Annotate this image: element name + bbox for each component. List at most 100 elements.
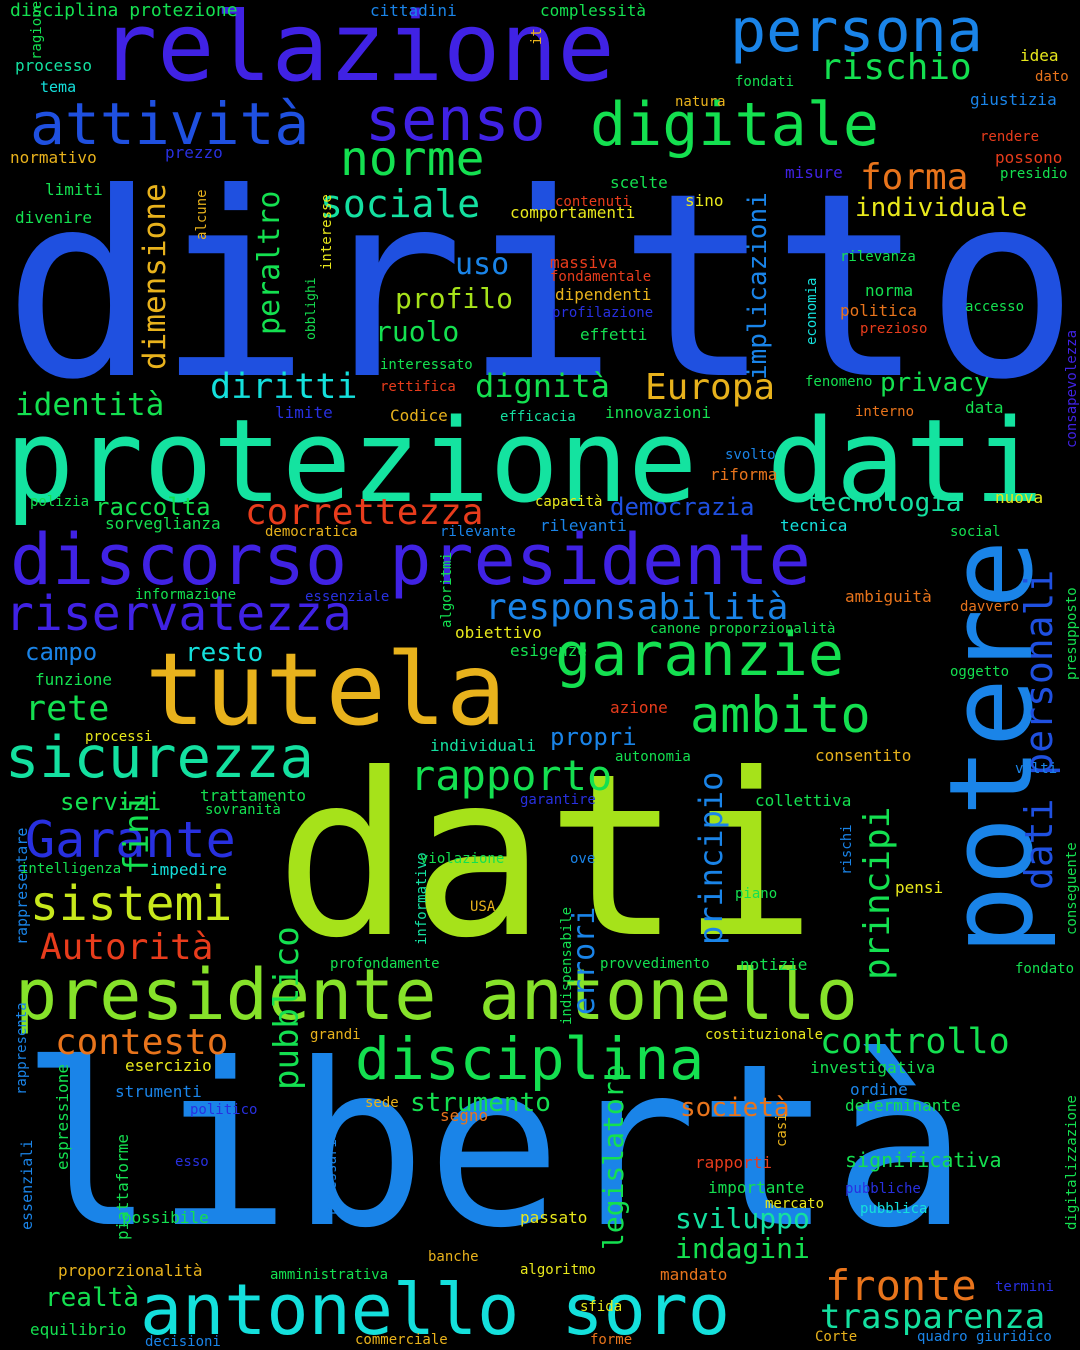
word: campo xyxy=(25,638,98,666)
word: dati xyxy=(275,726,817,988)
word: politica xyxy=(840,301,918,320)
word: costituzionale xyxy=(705,1027,824,1043)
word: individuali xyxy=(430,736,536,755)
word: alcune xyxy=(194,189,210,240)
word: essenziali xyxy=(18,1139,36,1230)
word: fondati xyxy=(735,74,795,90)
word: proporzionalità xyxy=(58,1261,203,1280)
word: Europa xyxy=(645,367,776,408)
word: sociale xyxy=(320,182,481,226)
word: oggetto xyxy=(950,664,1010,680)
word: ordine xyxy=(850,1080,908,1099)
word: privacy xyxy=(880,368,990,398)
word: disciplina xyxy=(355,1025,705,1093)
word: misure xyxy=(785,163,843,182)
word: sfida xyxy=(580,1299,623,1315)
word: esercizio xyxy=(125,1056,212,1075)
word: profilo xyxy=(395,282,514,315)
word: relazione xyxy=(100,0,615,103)
word: correttezza xyxy=(245,492,484,533)
word: attività xyxy=(30,90,310,158)
word: fronte xyxy=(825,1261,977,1310)
word: dimensione xyxy=(137,183,173,370)
word: democrazia xyxy=(610,493,755,521)
word: raccolta xyxy=(95,493,211,521)
word: Garante xyxy=(25,811,236,869)
word: responsabilità xyxy=(485,587,789,628)
word: conseguente xyxy=(1064,842,1080,935)
word: social xyxy=(950,524,1001,540)
word: sino xyxy=(685,191,724,210)
word: complessità xyxy=(540,1,646,20)
word: garanzie xyxy=(555,620,844,690)
word: pensi xyxy=(895,878,944,897)
word: rapporto xyxy=(410,751,613,800)
word: economia xyxy=(804,277,820,345)
word: rischi xyxy=(839,824,855,875)
word: sorveglianza xyxy=(105,514,221,533)
word: provvedimento xyxy=(600,956,710,972)
word: normativo xyxy=(10,148,97,167)
word: pubbliche xyxy=(845,1181,921,1197)
word: sistemi xyxy=(30,876,233,932)
word: obblighi xyxy=(304,277,319,340)
word: funzione xyxy=(35,670,113,689)
word: pubblico xyxy=(267,926,307,1090)
word: prezioso xyxy=(860,321,928,337)
word: forme xyxy=(590,1332,633,1348)
word: antonello soro xyxy=(140,1269,731,1350)
word: limite xyxy=(275,403,333,422)
word: natura xyxy=(675,94,726,110)
word: autonomia xyxy=(615,749,691,765)
word: possibile xyxy=(122,1208,209,1227)
word: processi xyxy=(85,729,153,745)
word: dignità xyxy=(475,367,610,405)
word: scelte xyxy=(610,173,668,192)
word: importante xyxy=(708,1178,805,1197)
word: giustizia xyxy=(970,90,1057,109)
word: politico xyxy=(190,1102,258,1118)
word: efficacia xyxy=(500,409,576,425)
word: accesso xyxy=(965,299,1025,315)
word: canone proporzionalità xyxy=(650,621,836,637)
word: dipendenti xyxy=(555,285,652,304)
word: ruolo xyxy=(375,315,460,348)
word: contenuti xyxy=(555,194,631,210)
word: notizie xyxy=(740,955,808,974)
word: nuova xyxy=(995,488,1044,507)
word: disciplina protezione xyxy=(10,0,238,21)
word: azione xyxy=(610,698,668,717)
word: algoritmo xyxy=(520,1262,596,1278)
word: profilazione xyxy=(552,305,654,321)
word: termini xyxy=(995,1279,1055,1295)
word: tecnica xyxy=(780,516,848,535)
word: idea xyxy=(1020,46,1059,65)
word: ambito xyxy=(690,686,871,744)
word: passato xyxy=(520,1208,588,1227)
word: senso xyxy=(365,85,546,155)
word: mandato xyxy=(660,1265,728,1284)
word: investigativa xyxy=(810,1058,936,1077)
word: consentito xyxy=(815,746,912,765)
word: persona xyxy=(730,0,983,66)
word: limiti xyxy=(45,180,103,199)
word: rilevante xyxy=(440,524,516,540)
word: davvero xyxy=(960,599,1020,615)
word: tecnologia xyxy=(805,488,962,518)
word: resto xyxy=(185,638,264,668)
word: digitalizzazione xyxy=(1064,1095,1080,1230)
word: esigenze xyxy=(510,641,588,660)
word: rapporti xyxy=(695,1153,773,1172)
word: massiva xyxy=(550,253,618,272)
word: garantire xyxy=(520,792,596,808)
word: impedire xyxy=(150,860,228,879)
word: ragione xyxy=(29,1,45,61)
word: it xyxy=(529,28,545,45)
word: diritto xyxy=(3,139,1079,436)
word: libertà xyxy=(20,1016,969,1278)
word: commerciale xyxy=(355,1332,448,1348)
word: data xyxy=(965,398,1004,417)
word: innovazioni xyxy=(605,403,711,422)
word: esso xyxy=(175,1154,209,1170)
word: informazione xyxy=(135,587,237,603)
